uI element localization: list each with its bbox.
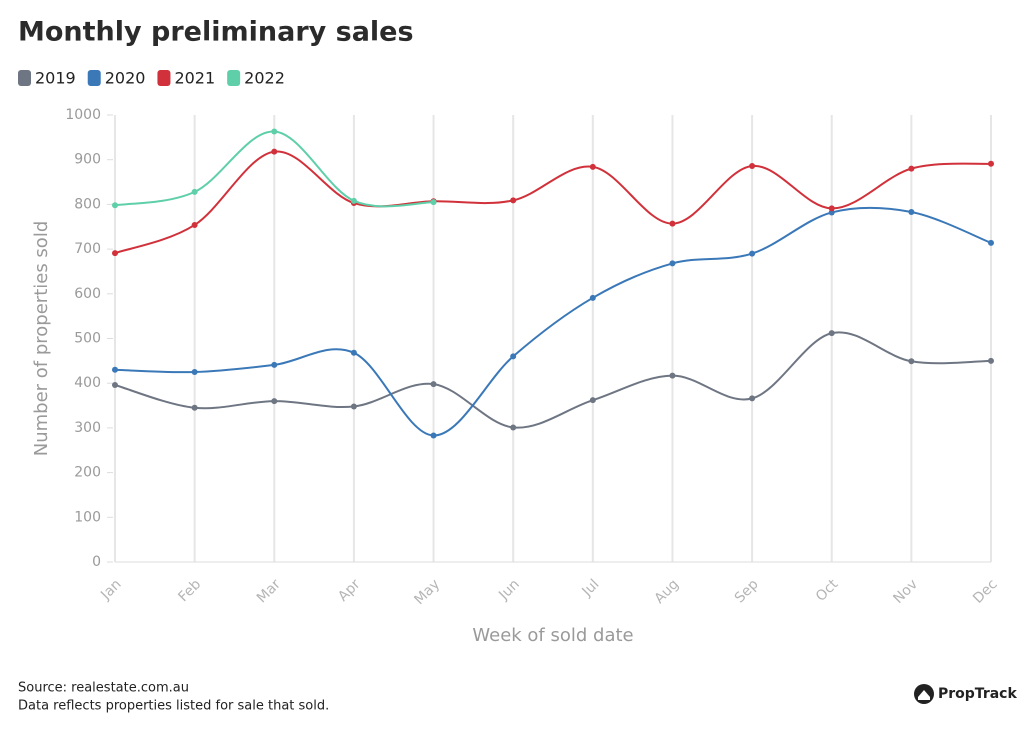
- data-point: [589, 397, 596, 404]
- x-tick-label: Nov: [890, 576, 921, 607]
- data-point: [271, 148, 278, 155]
- data-point: [988, 357, 994, 364]
- data-point: [430, 432, 437, 439]
- data-point: [191, 221, 198, 228]
- data-point: [271, 361, 278, 368]
- data-point: [589, 294, 596, 301]
- data-point: [112, 381, 118, 388]
- note: Data reflects properties listed for sale…: [18, 699, 329, 714]
- y-tick-label: 100: [74, 509, 101, 525]
- brand-logo: PropTrack: [914, 684, 1017, 704]
- brand-name: PropTrack: [938, 686, 1017, 702]
- x-tick-label: Jan: [97, 576, 124, 603]
- y-tick-label: 200: [74, 465, 101, 481]
- x-axis-label: Week of sold date: [472, 625, 633, 646]
- x-tick-label: Jul: [578, 576, 602, 600]
- data-point: [112, 366, 118, 373]
- data-point: [669, 372, 676, 379]
- data-point: [510, 424, 517, 431]
- x-tick-label: Jun: [495, 576, 522, 603]
- series-line: [114, 331, 992, 429]
- legend-swatch: [87, 70, 101, 86]
- data-point: [112, 202, 118, 209]
- data-point: [350, 349, 357, 356]
- data-point: [350, 403, 357, 410]
- legend-label: 2021: [174, 69, 215, 88]
- data-point: [908, 358, 915, 365]
- data-point: [191, 404, 198, 411]
- chart-title: Monthly preliminary sales: [18, 17, 414, 48]
- data-point: [191, 369, 198, 376]
- legend-swatch: [157, 70, 171, 86]
- x-tick-label: Mar: [254, 576, 284, 606]
- data-point: [669, 220, 676, 227]
- y-tick-label: 600: [74, 286, 101, 302]
- y-tick-label: 700: [74, 241, 101, 257]
- x-tick-label: Aug: [651, 576, 682, 607]
- data-point: [669, 260, 676, 267]
- legend-swatch: [227, 70, 241, 86]
- data-point: [350, 197, 357, 204]
- y-tick-label: 1000: [65, 107, 101, 123]
- y-tick-label: 800: [74, 196, 101, 212]
- legend-label: 2019: [35, 69, 76, 88]
- data-point: [908, 165, 915, 172]
- data-point: [510, 197, 517, 204]
- source: Source: realestate.com.au: [18, 681, 189, 696]
- series-line: [114, 206, 992, 437]
- y-tick-label: 0: [92, 554, 101, 570]
- data-point: [749, 395, 756, 402]
- series-line: [114, 150, 992, 255]
- y-axis-label: Number of properties sold: [31, 221, 52, 457]
- data-point: [589, 163, 596, 170]
- y-tick-label: 300: [74, 420, 101, 436]
- data-point: [988, 239, 994, 246]
- x-tick-label: Feb: [175, 576, 204, 605]
- data-point: [988, 160, 994, 167]
- data-point: [828, 205, 835, 212]
- y-tick-label: 400: [74, 375, 101, 391]
- data-point: [191, 188, 198, 195]
- legend-label: 2022: [244, 69, 285, 88]
- data-point: [430, 199, 437, 206]
- data-point: [749, 162, 756, 169]
- y-tick-label: 500: [74, 331, 101, 347]
- data-point: [112, 250, 118, 257]
- x-tick-label: Dec: [970, 576, 1000, 606]
- y-tick-label: 900: [74, 152, 101, 168]
- data-point: [510, 353, 517, 360]
- data-point: [828, 330, 835, 337]
- data-point: [430, 381, 437, 388]
- x-tick-label: Oct: [813, 576, 842, 605]
- legend-swatch: [18, 70, 31, 86]
- data-point: [908, 208, 915, 215]
- data-point: [271, 398, 278, 405]
- legend-label: 2020: [105, 69, 146, 88]
- x-tick-label: Sep: [732, 576, 762, 606]
- logo-house: [918, 690, 930, 700]
- x-tick-label: Apr: [335, 576, 364, 605]
- x-tick-label: May: [411, 576, 443, 608]
- data-point: [271, 128, 278, 135]
- data-point: [749, 250, 756, 257]
